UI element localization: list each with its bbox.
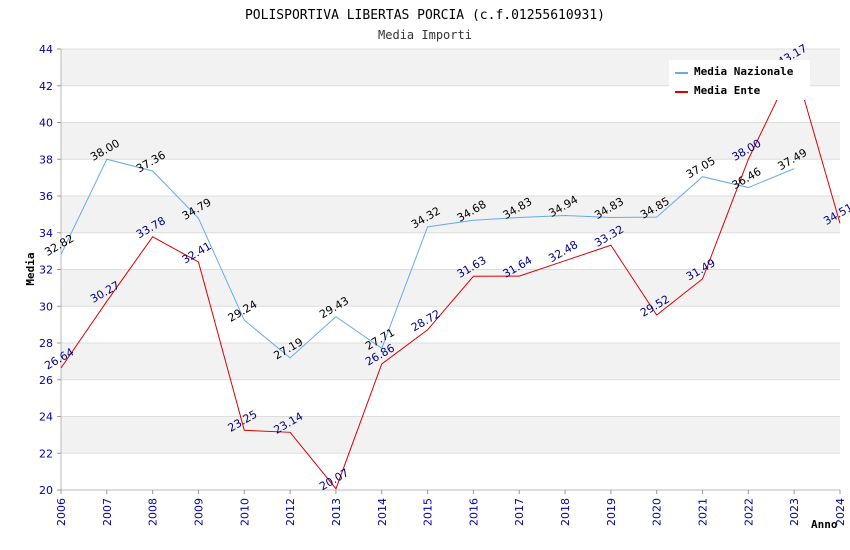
y-tick-label: 20 bbox=[39, 484, 53, 497]
y-tick-label: 38 bbox=[39, 153, 53, 166]
x-tick-label: 2016 bbox=[467, 498, 480, 526]
x-tick-label: 2020 bbox=[651, 498, 664, 526]
y-tick-label: 26 bbox=[39, 374, 53, 387]
legend-label-media-ente: Media Ente bbox=[694, 84, 761, 97]
x-tick-label: 2017 bbox=[513, 498, 526, 526]
y-tick-label: 28 bbox=[39, 337, 53, 350]
background-band bbox=[61, 122, 840, 160]
background-band bbox=[61, 416, 840, 454]
y-tick-label: 40 bbox=[39, 117, 53, 130]
background-band bbox=[61, 269, 840, 307]
background-band bbox=[61, 343, 840, 380]
x-tick-label: 2008 bbox=[147, 498, 160, 526]
x-tick-label: 2014 bbox=[376, 498, 389, 526]
legend: Media Nazionale Media Ente bbox=[669, 60, 810, 100]
x-tick-label: 2018 bbox=[559, 498, 572, 526]
x-tick-label: 2023 bbox=[788, 498, 801, 526]
x-tick-label: 2015 bbox=[422, 498, 435, 526]
series-line-media-nazionale bbox=[60, 158, 795, 359]
x-tick-label: 2006 bbox=[55, 498, 68, 526]
series-line-media-ente bbox=[60, 62, 841, 490]
x-tick-label: 2012 bbox=[284, 498, 297, 526]
y-tick-label: 30 bbox=[39, 300, 53, 313]
x-tick-label: 2021 bbox=[697, 498, 710, 526]
y-tick-label: 32 bbox=[39, 264, 53, 277]
background-band bbox=[61, 306, 840, 343]
x-axis-ticks: 2006 2007 2008 2009 2010 2012 2013 2014 2015 2016… bbox=[55, 490, 847, 526]
background-band bbox=[61, 159, 840, 196]
y-tick-label: 24 bbox=[39, 411, 53, 424]
background-band bbox=[61, 196, 840, 233]
y-tick-label: 42 bbox=[39, 80, 53, 93]
legend-label-media-nazionale: Media Nazionale bbox=[694, 65, 794, 78]
y-tick-label: 44 bbox=[39, 43, 53, 56]
background-band bbox=[61, 453, 840, 490]
y-tick-label: 34 bbox=[39, 227, 53, 240]
x-tick-label: 2019 bbox=[605, 498, 618, 526]
background-band bbox=[61, 379, 840, 417]
x-tick-label: 2022 bbox=[742, 498, 755, 526]
y-tick-label: 22 bbox=[39, 447, 53, 460]
chart-title: POLISPORTIVA LIBERTAS PORCIA (c.f.012556… bbox=[245, 8, 605, 23]
series-lines bbox=[60, 62, 841, 490]
plot-background-bands bbox=[61, 49, 840, 490]
chart-subtitle: Media Importi bbox=[378, 28, 472, 42]
x-tick-label: 2024 bbox=[834, 498, 847, 526]
y-axis-label: Media bbox=[24, 252, 37, 285]
background-band bbox=[61, 232, 840, 270]
legend-box bbox=[669, 60, 810, 100]
y-axis-ticks: 20 22 24 26 28 30 32 34 36 38 40 42 44 bbox=[39, 43, 61, 497]
x-tick-label: 2013 bbox=[330, 498, 343, 526]
x-tick-label: 2010 bbox=[238, 498, 251, 526]
x-tick-label: 2009 bbox=[192, 498, 205, 526]
x-tick-label: 2007 bbox=[101, 498, 114, 526]
y-tick-label: 36 bbox=[39, 190, 53, 203]
x-axis-label: Anno bbox=[811, 518, 838, 531]
